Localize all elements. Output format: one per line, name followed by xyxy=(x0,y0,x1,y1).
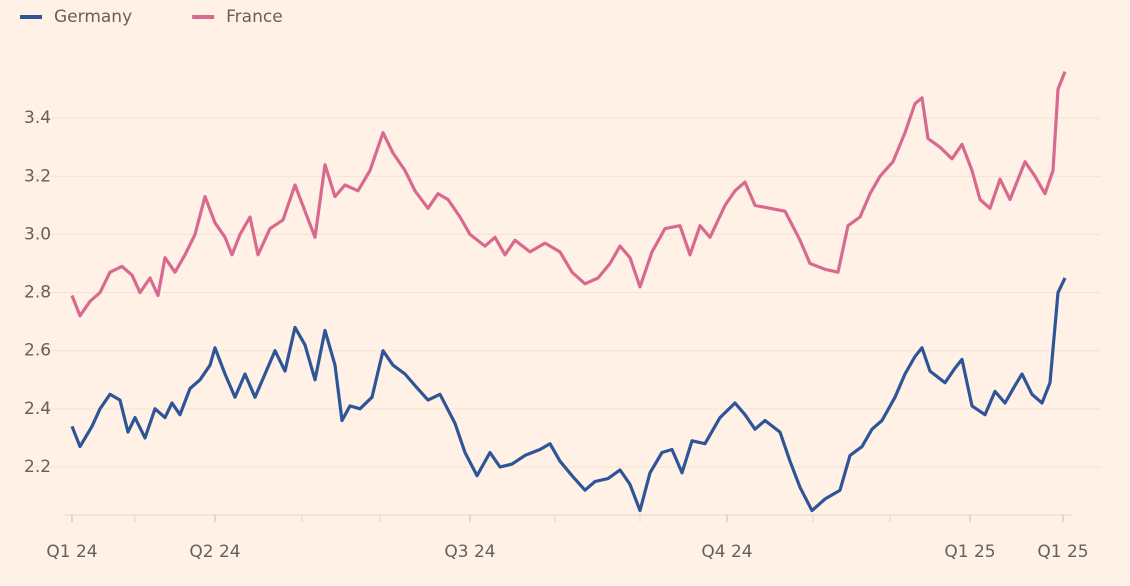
legend-label: France xyxy=(226,7,283,27)
y-tick-label: 2.6 xyxy=(24,341,51,361)
x-tick-label: Q3 24 xyxy=(444,542,495,562)
x-tick-label: Q2 24 xyxy=(189,542,240,562)
x-tick-label: Q4 24 xyxy=(701,542,752,562)
x-tick-label: Q1 25 xyxy=(1037,542,1088,562)
y-tick-label: 3.2 xyxy=(24,166,51,186)
y-tick-label: 2.2 xyxy=(24,457,51,477)
y-tick-label: 2.4 xyxy=(24,399,51,419)
series-line xyxy=(70,277,1067,513)
series-line xyxy=(70,71,1067,318)
y-tick-label: 3.0 xyxy=(24,224,51,244)
legend-label: Germany xyxy=(54,7,132,27)
y-tick-label: 2.8 xyxy=(24,283,51,303)
minor-ticks xyxy=(134,515,891,522)
x-tick-label: Q1 25 xyxy=(944,542,995,562)
x-tick-label: Q1 24 xyxy=(46,542,97,562)
y-tick-label: 3.4 xyxy=(24,108,51,128)
